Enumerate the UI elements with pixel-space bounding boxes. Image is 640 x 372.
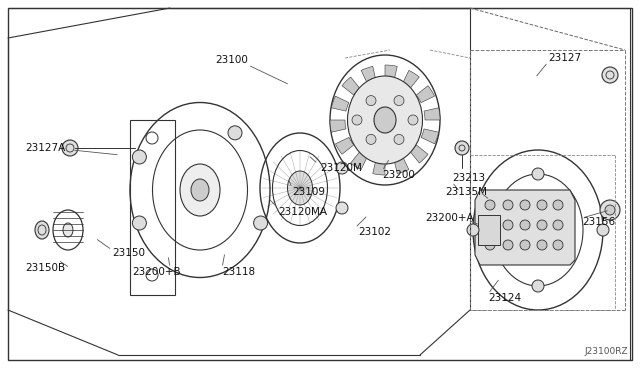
Text: 23109: 23109 bbox=[292, 187, 325, 197]
Text: 23150B: 23150B bbox=[25, 263, 65, 273]
Circle shape bbox=[228, 126, 242, 140]
Circle shape bbox=[352, 115, 362, 125]
Circle shape bbox=[520, 240, 530, 250]
Polygon shape bbox=[478, 215, 500, 245]
Circle shape bbox=[537, 220, 547, 230]
Wedge shape bbox=[416, 86, 435, 103]
Circle shape bbox=[336, 202, 348, 214]
Circle shape bbox=[520, 200, 530, 210]
Text: 23200+A: 23200+A bbox=[425, 213, 474, 223]
Text: 23118: 23118 bbox=[222, 267, 255, 277]
Circle shape bbox=[62, 140, 78, 156]
Circle shape bbox=[455, 141, 469, 155]
Text: 23127A: 23127A bbox=[25, 143, 65, 153]
Circle shape bbox=[600, 200, 620, 220]
Text: 23135M: 23135M bbox=[445, 187, 487, 197]
Circle shape bbox=[553, 220, 563, 230]
Wedge shape bbox=[330, 120, 346, 132]
Circle shape bbox=[597, 224, 609, 236]
Circle shape bbox=[553, 240, 563, 250]
Ellipse shape bbox=[191, 179, 209, 201]
Circle shape bbox=[553, 200, 563, 210]
Text: 23120MA: 23120MA bbox=[278, 207, 327, 217]
Text: 23156: 23156 bbox=[582, 217, 615, 227]
Text: 23120M: 23120M bbox=[320, 163, 362, 173]
Polygon shape bbox=[475, 190, 575, 265]
Circle shape bbox=[394, 134, 404, 144]
Wedge shape bbox=[394, 156, 409, 174]
Wedge shape bbox=[410, 145, 428, 163]
Ellipse shape bbox=[511, 196, 566, 264]
Circle shape bbox=[485, 200, 495, 210]
Text: 23124: 23124 bbox=[488, 293, 521, 303]
Ellipse shape bbox=[374, 107, 396, 133]
Wedge shape bbox=[361, 66, 376, 84]
Circle shape bbox=[132, 216, 147, 230]
Circle shape bbox=[532, 168, 544, 180]
Circle shape bbox=[485, 220, 495, 230]
Wedge shape bbox=[421, 129, 438, 144]
Wedge shape bbox=[424, 108, 440, 120]
Text: 23102: 23102 bbox=[358, 227, 391, 237]
Ellipse shape bbox=[287, 171, 312, 205]
Wedge shape bbox=[385, 65, 397, 81]
Circle shape bbox=[336, 162, 348, 174]
Circle shape bbox=[605, 205, 615, 215]
Text: J23100RZ: J23100RZ bbox=[584, 347, 628, 356]
Wedge shape bbox=[403, 70, 419, 89]
Text: 23200+B: 23200+B bbox=[132, 267, 180, 277]
Text: 23127: 23127 bbox=[548, 53, 581, 63]
Text: 23150: 23150 bbox=[112, 248, 145, 258]
Circle shape bbox=[366, 96, 376, 106]
Wedge shape bbox=[335, 137, 354, 154]
Wedge shape bbox=[332, 96, 349, 111]
Circle shape bbox=[602, 67, 618, 83]
Circle shape bbox=[132, 150, 147, 164]
Circle shape bbox=[253, 216, 268, 230]
Circle shape bbox=[467, 224, 479, 236]
Circle shape bbox=[366, 134, 376, 144]
Wedge shape bbox=[342, 77, 360, 95]
Ellipse shape bbox=[63, 223, 73, 237]
Ellipse shape bbox=[348, 76, 422, 164]
Text: 23200: 23200 bbox=[382, 170, 415, 180]
Ellipse shape bbox=[180, 164, 220, 216]
Circle shape bbox=[537, 240, 547, 250]
Circle shape bbox=[485, 240, 495, 250]
Circle shape bbox=[503, 240, 513, 250]
Wedge shape bbox=[351, 151, 367, 170]
Circle shape bbox=[532, 280, 544, 292]
Ellipse shape bbox=[35, 221, 49, 239]
Circle shape bbox=[537, 200, 547, 210]
Wedge shape bbox=[372, 159, 385, 175]
Circle shape bbox=[520, 220, 530, 230]
Circle shape bbox=[394, 96, 404, 106]
Circle shape bbox=[408, 115, 418, 125]
Text: 23100: 23100 bbox=[215, 55, 248, 65]
Text: 23213: 23213 bbox=[452, 173, 485, 183]
Circle shape bbox=[503, 220, 513, 230]
Circle shape bbox=[503, 200, 513, 210]
